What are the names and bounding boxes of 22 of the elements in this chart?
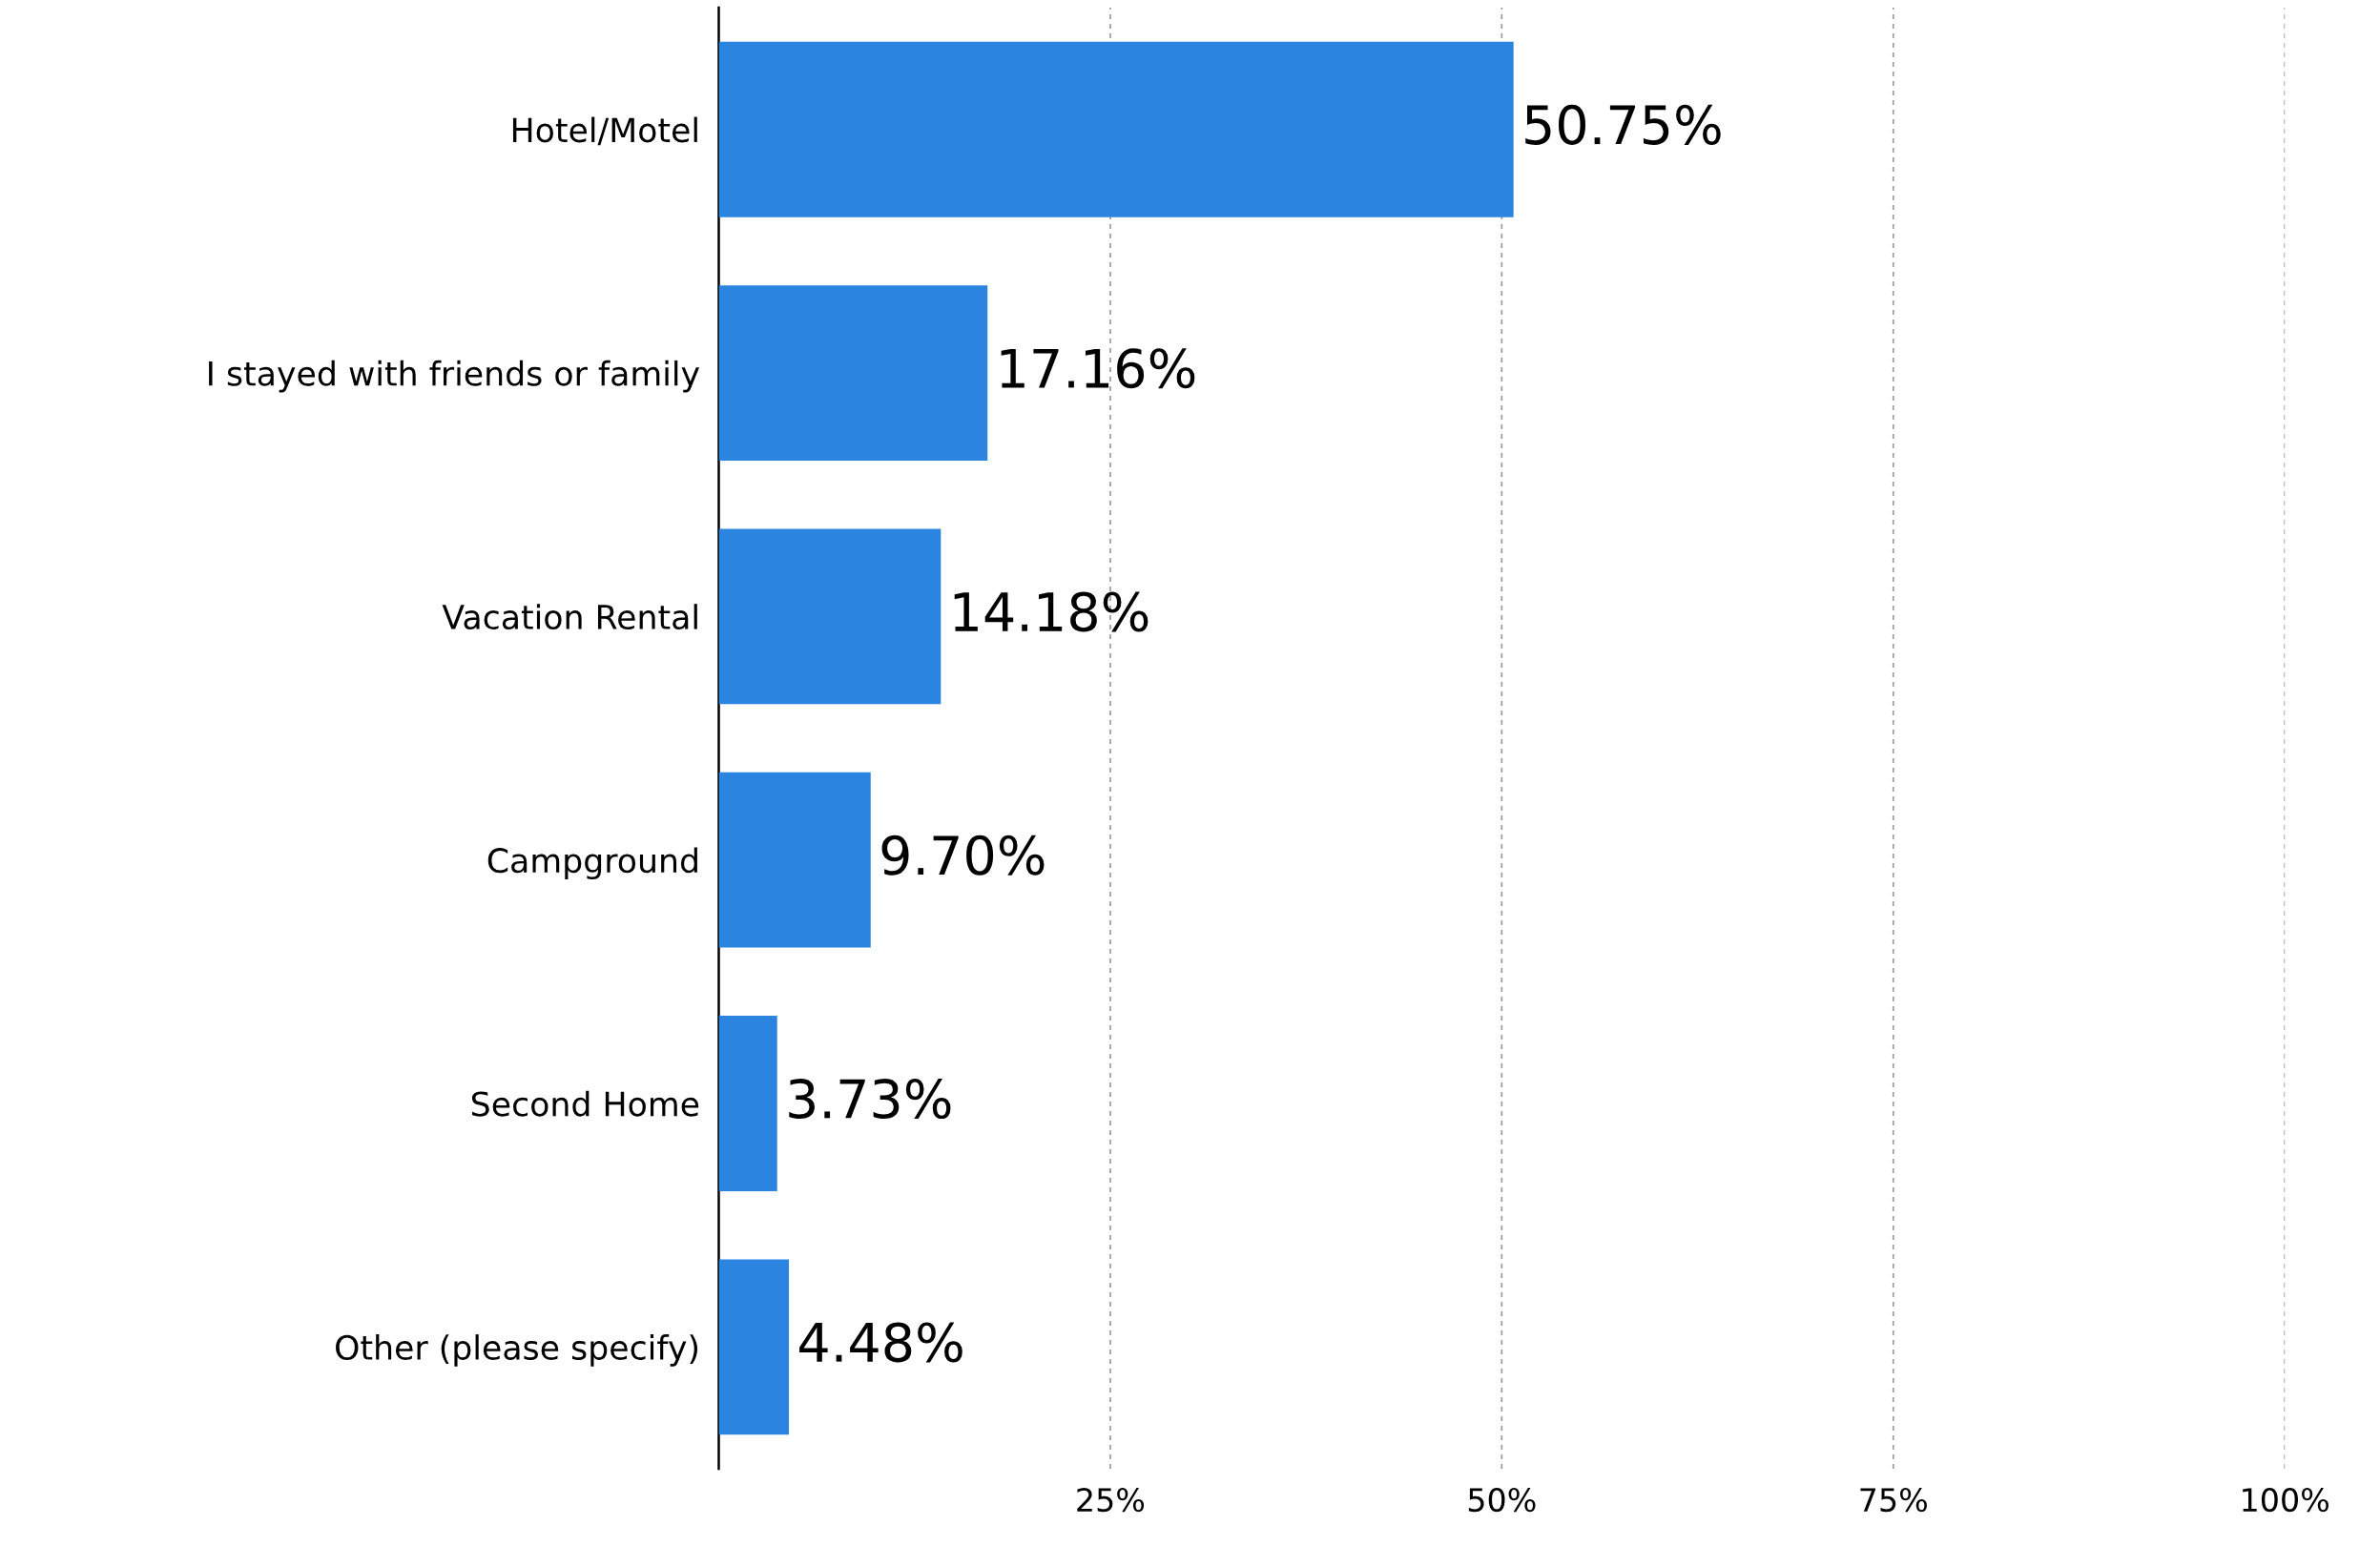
- data-label: 3.73%: [789, 1079, 951, 1120]
- data-label: 50.75%: [1525, 104, 1721, 145]
- x-tick-label: 75%: [1860, 1487, 1927, 1513]
- y-tick-label: Other (please specify): [336, 1334, 698, 1367]
- bar: [718, 285, 988, 461]
- bar: [718, 41, 1514, 217]
- data-label: 14.18%: [954, 591, 1149, 632]
- x-tick-label: 25%: [1077, 1487, 1145, 1513]
- bar: [718, 528, 942, 705]
- bar: [718, 772, 871, 948]
- y-tick-label: Hotel/Motel: [512, 116, 697, 146]
- data-label: 4.48%: [799, 1322, 962, 1363]
- y-tick-label: Vacation Rental: [442, 604, 697, 630]
- y-tick-label: I stayed with friends or family: [209, 360, 700, 393]
- bar: [718, 1259, 790, 1435]
- y-tick-label: Campground: [487, 847, 697, 880]
- bar: [718, 1016, 777, 1191]
- x-tick-label: 50%: [1468, 1487, 1536, 1513]
- data-label: 9.70%: [881, 835, 1045, 876]
- data-label: 17.16%: [1001, 348, 1195, 389]
- x-tick-label: 100%: [2243, 1487, 2329, 1513]
- y-tick-label: Second Home: [471, 1090, 699, 1117]
